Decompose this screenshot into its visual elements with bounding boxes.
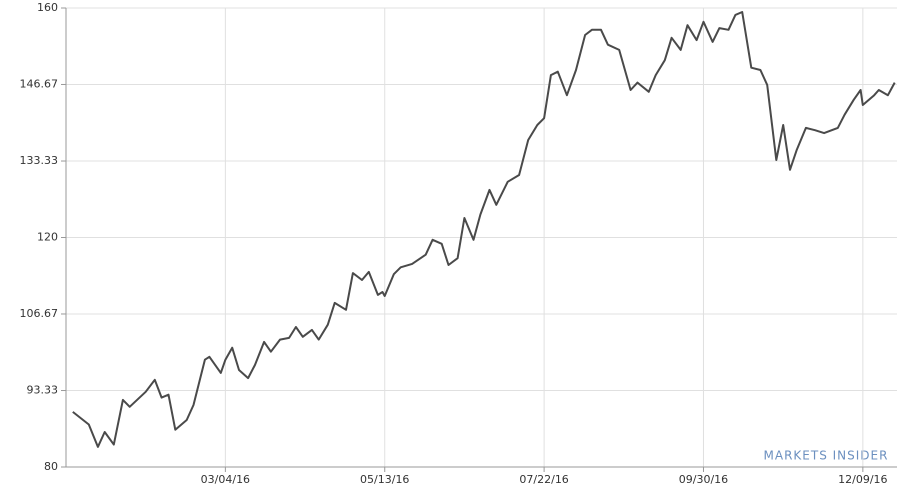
y-tick-label: 106.67 — [20, 307, 59, 320]
x-tick-label: 03/04/16 — [201, 473, 250, 486]
x-tick-label: 07/22/16 — [519, 473, 568, 486]
x-tick-label: 09/30/16 — [679, 473, 728, 486]
y-tick-label: 133.33 — [20, 154, 59, 167]
y-tick-label: 93.33 — [27, 384, 59, 397]
y-tick-label: 120 — [37, 231, 58, 244]
y-tick-label: 160 — [37, 1, 58, 14]
y-tick-label: 146.67 — [20, 77, 59, 90]
y-tick-label: 80 — [44, 460, 58, 473]
x-tick-label: 12/09/16 — [838, 473, 887, 486]
price-line — [72, 11, 896, 448]
watermark: MARKETS INSIDER — [764, 449, 889, 463]
x-tick-label: 05/13/16 — [360, 473, 409, 486]
